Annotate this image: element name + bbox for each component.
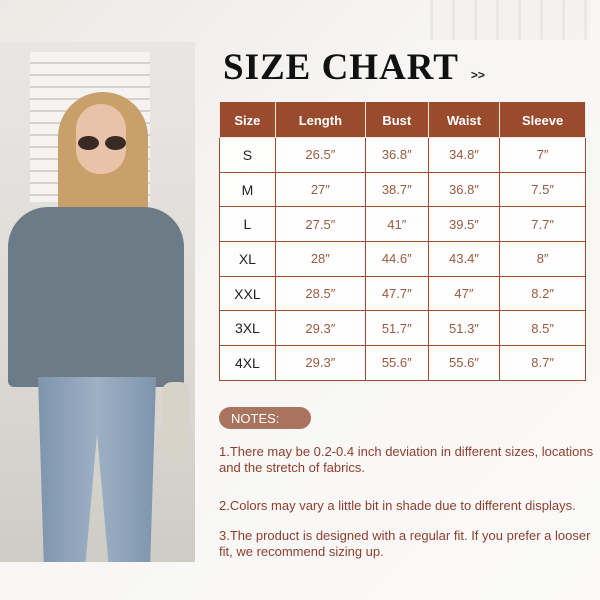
size-cell: 4XL	[219, 345, 276, 381]
handbag	[162, 382, 190, 457]
measurement-cell: 51.3″	[427, 310, 501, 347]
size-cell: 3XL	[219, 310, 276, 347]
note-2: 2.Colors may vary a little bit in shade …	[219, 498, 576, 513]
measurement-cell: 28.5″	[274, 275, 366, 312]
note-3: 3.The product is designed with a regular…	[219, 528, 591, 559]
measurement-cell: 7.5″	[499, 171, 586, 208]
measurement-cell: 29.3″	[274, 310, 366, 347]
measurement-cell: 47″	[427, 275, 501, 312]
title-arrows: >>	[470, 68, 485, 82]
measurement-cell: 8.2″	[499, 275, 586, 312]
measurement-cell: 43.4″	[427, 241, 501, 277]
measurement-cell: 7.7″	[499, 206, 586, 243]
table-row: L 27.5″ 41″ 39.5″ 7.7″	[219, 206, 586, 243]
jeans	[38, 377, 156, 562]
column-header: Length	[274, 102, 366, 138]
column-header: Size	[219, 102, 276, 138]
size-table: Size Length Bust Waist Sleeve S 26.5″ 36.8″ 34.…	[219, 102, 586, 381]
sunglasses	[78, 136, 126, 150]
measurement-cell: 44.6″	[364, 241, 429, 277]
measurement-cell: 34.8″	[427, 137, 501, 173]
measurement-cell: 7″	[499, 137, 586, 173]
table-row: S 26.5″ 36.8″ 34.8″ 7″	[219, 137, 586, 173]
page-title: SIZE CHART	[223, 47, 459, 88]
notes-label: NOTES:	[219, 407, 311, 429]
measurement-cell: 51.7″	[364, 310, 429, 347]
column-header: Waist	[427, 102, 501, 138]
measurement-cell: 39.5″	[427, 206, 501, 243]
table-row: 4XL 29.3″ 55.6″ 55.6″ 8.7″	[219, 345, 586, 381]
table-row: M 27″ 38.7″ 36.8″ 7.5″	[219, 171, 586, 208]
table-header-row: Size Length Bust Waist Sleeve	[219, 102, 586, 138]
measurement-cell: 27″	[274, 171, 366, 208]
measurement-cell: 26.5″	[274, 137, 366, 173]
size-cell: S	[219, 137, 276, 173]
measurement-cell: 41″	[364, 206, 429, 243]
model-photo	[0, 42, 195, 562]
measurement-cell: 55.6″	[364, 345, 429, 381]
measurement-cell: 38.7″	[364, 171, 429, 208]
table-row: XL 28″ 44.6″ 43.4″ 8″	[219, 241, 586, 277]
title-row: SIZE CHART >>	[223, 48, 595, 88]
measurement-cell: 8″	[499, 241, 586, 277]
size-cell: M	[219, 171, 276, 208]
note-1: 1.There may be 0.2-0.4 inch deviation in…	[219, 444, 594, 475]
measurement-cell: 8.5″	[499, 310, 586, 347]
measurement-cell: 8.7″	[499, 345, 586, 381]
measurement-cell: 36.8″	[427, 171, 501, 208]
table-row: 3XL 29.3″ 51.7″ 51.3″ 8.5″	[219, 310, 586, 347]
background-window	[430, 0, 590, 40]
size-cell: L	[219, 206, 276, 243]
measurement-cell: 47.7″	[364, 275, 429, 312]
measurement-cell: 55.6″	[427, 345, 501, 381]
tshirt	[8, 207, 184, 387]
table-row: XXL 28.5″ 47.7″ 47″ 8.2″	[219, 275, 586, 312]
size-cell: XL	[219, 241, 276, 277]
column-header: Bust	[364, 102, 429, 138]
measurement-cell: 27.5″	[274, 206, 366, 243]
measurement-cell: 29.3″	[274, 345, 366, 381]
size-cell: XXL	[219, 275, 276, 312]
measurement-cell: 28″	[274, 241, 366, 277]
column-header: Sleeve	[499, 102, 586, 138]
measurement-cell: 36.8″	[364, 137, 429, 173]
table-body: S 26.5″ 36.8″ 34.8″ 7″ M 27″ 38.7″ 36.8″ 7.5″ L 27.…	[219, 137, 586, 381]
